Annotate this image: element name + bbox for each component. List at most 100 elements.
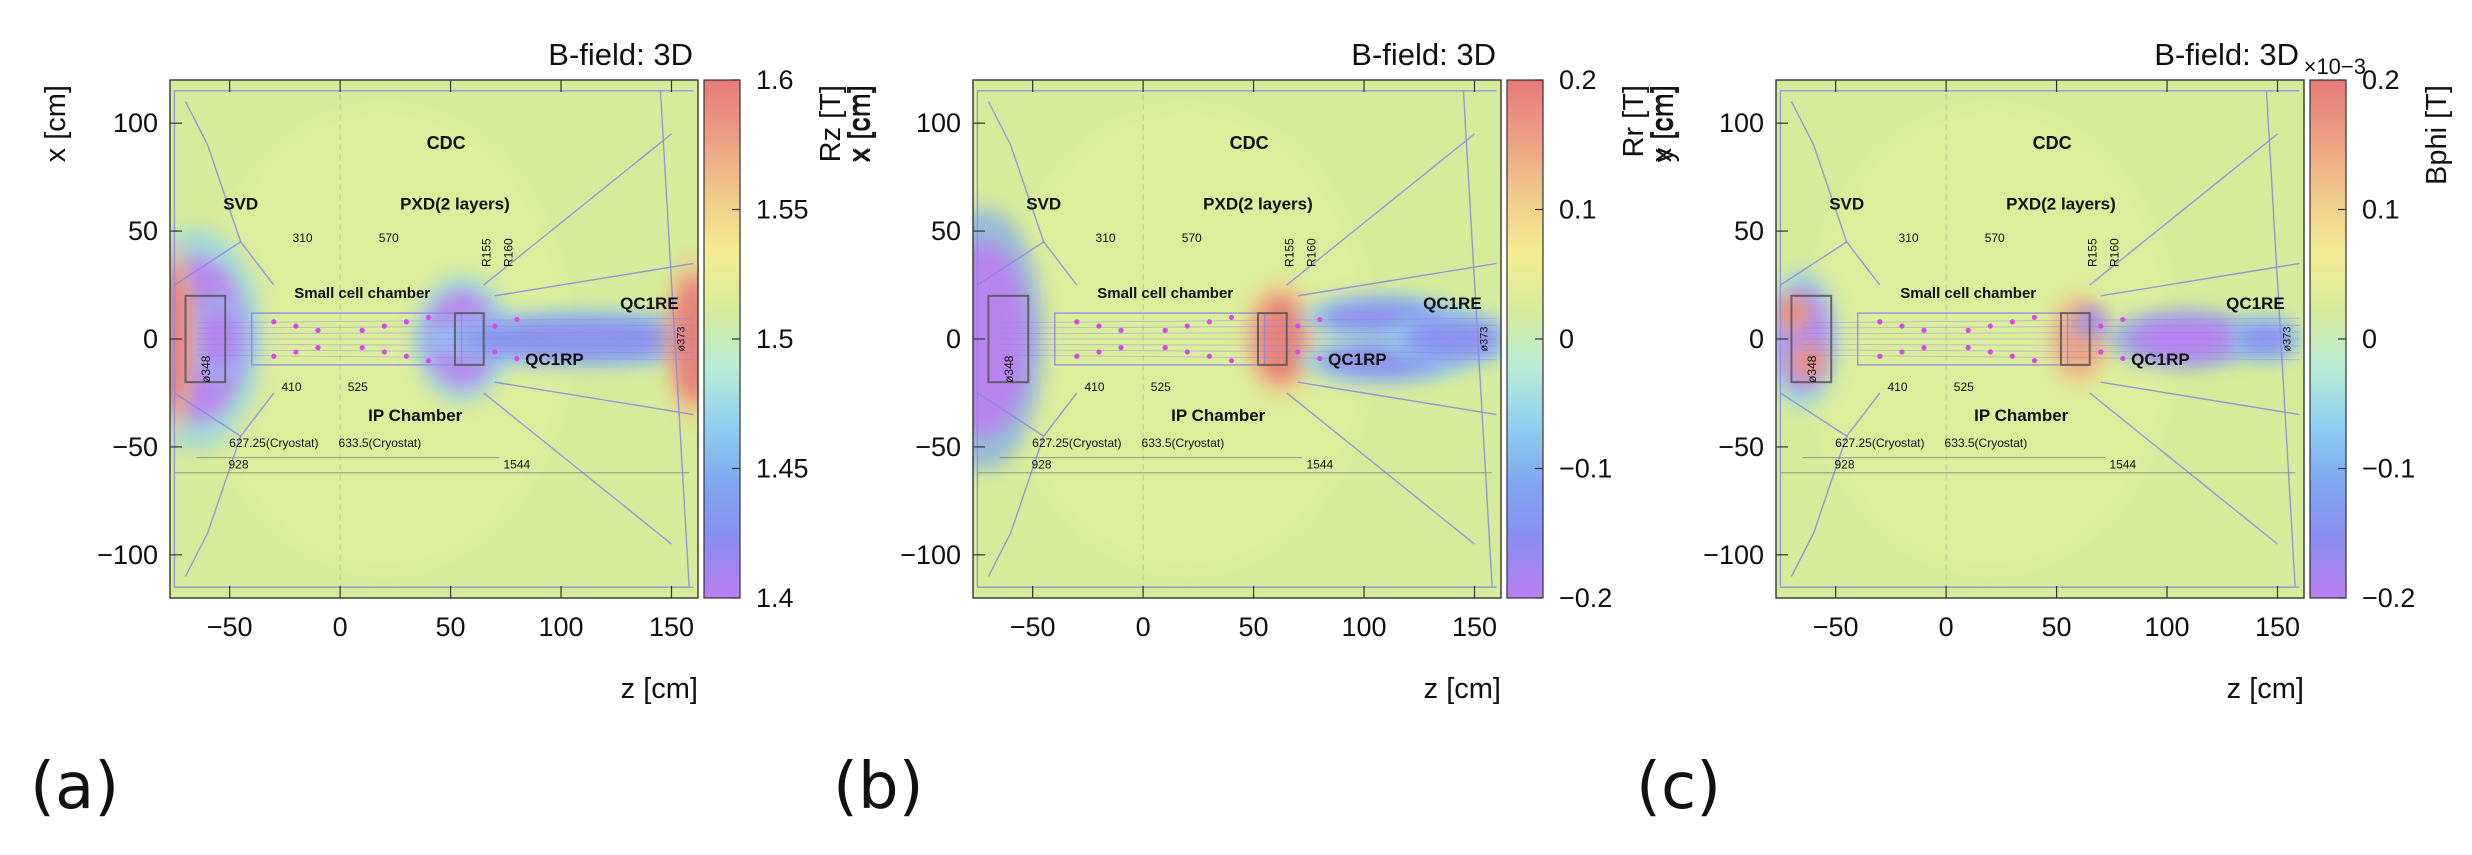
- magenta-markers: [1877, 314, 2126, 364]
- y-axis-label: x [cm]: [1646, 85, 1678, 162]
- x-axis-label: z [cm]: [621, 673, 698, 705]
- label-525: 525: [1954, 380, 1974, 394]
- left-struts: [987, 101, 1045, 577]
- outer-edge: [2266, 90, 2300, 588]
- beam-line: [1802, 324, 2300, 329]
- left-cone: [174, 240, 275, 438]
- label-qc1rp: QC1RP: [525, 350, 584, 369]
- panel-label: (c): [1636, 750, 1721, 824]
- label-cryostat-2: 633.5(Cryostat): [1142, 436, 1225, 450]
- label-570: 570: [1985, 231, 2005, 245]
- chart-panel-1: CDC SVD PXD(2 layers) Small cell chamber IP …: [30, 37, 877, 824]
- x-tick-label: 150: [649, 612, 694, 642]
- label-phi348: ø348: [199, 355, 213, 383]
- label-410: 410: [1887, 380, 1907, 394]
- x-tick-label: 50: [2042, 612, 2072, 642]
- label-phi373: ø373: [676, 326, 688, 351]
- marker: [1965, 327, 1971, 333]
- label-qc1rp: QC1RP: [2131, 350, 2190, 369]
- label-svd: SVD: [223, 195, 258, 214]
- colorbar-tick-label: −0.1: [1559, 454, 1612, 484]
- colorbar-label: Rz [T]: [815, 85, 847, 162]
- y-tick-label: 50: [128, 216, 158, 246]
- y-axis-label-overlap: x [cm]: [845, 85, 877, 162]
- y-tick-label: 50: [1734, 216, 1764, 246]
- beam-line: [1802, 343, 2300, 347]
- marker: [315, 345, 321, 351]
- y-tick-label: 0: [946, 324, 961, 354]
- right-qcs: [1256, 312, 1288, 366]
- label-r155: R155: [2085, 238, 2099, 267]
- beam-line: [196, 354, 694, 361]
- marker: [1295, 349, 1301, 355]
- field-feature: [2080, 310, 2103, 333]
- colorbar-tick-label: −0.2: [2362, 583, 2415, 613]
- marker: [1074, 319, 1080, 325]
- y-axis-label: x [cm]: [40, 85, 72, 162]
- beam-line: [196, 349, 694, 354]
- detector-outline: [1779, 90, 2300, 588]
- chart-panel-2: CDC SVD PXD(2 layers) Small cell chamber IP …: [833, 37, 1680, 824]
- y-tick-label: −100: [1703, 540, 1764, 570]
- x-tick-label: 50: [436, 612, 466, 642]
- colorbar-label: Bphi [T]: [2421, 85, 2453, 185]
- marker: [1987, 349, 1993, 355]
- dimension-lines: [977, 84, 1493, 594]
- marker: [1228, 357, 1235, 364]
- label-qc1re: QC1RE: [620, 294, 679, 313]
- marker: [514, 355, 520, 362]
- beam-line: [196, 331, 694, 335]
- marker: [2098, 323, 2104, 329]
- label-qc1re: QC1RE: [2226, 294, 2285, 313]
- marker: [2120, 355, 2126, 362]
- marker: [1877, 319, 1883, 325]
- marker: [2120, 316, 2126, 323]
- left-struts: [1790, 101, 1848, 577]
- marker: [381, 349, 387, 355]
- right-qcs: [453, 312, 485, 366]
- y-tick-label: 50: [931, 216, 961, 246]
- label-small-cell: Small cell chamber: [1097, 285, 1233, 302]
- x-tick-label: 150: [2255, 612, 2300, 642]
- marker: [381, 323, 387, 329]
- beam-line: [999, 317, 1497, 324]
- label-svd: SVD: [1026, 195, 1061, 214]
- colorbar-exponent: ×10−3: [2304, 54, 2366, 79]
- marker: [1184, 323, 1190, 329]
- colorbar-tick-label: 1.55: [756, 195, 809, 225]
- marker: [1228, 314, 1235, 321]
- y-axis-label-overlap: y [cm]: [1648, 85, 1680, 162]
- marker: [359, 345, 365, 351]
- label-pxd: PXD(2 layers): [400, 195, 510, 214]
- field-feature: [1795, 347, 1823, 374]
- label-410: 410: [281, 380, 301, 394]
- marker: [1921, 327, 1927, 333]
- marker: [425, 357, 432, 364]
- marker: [293, 323, 299, 329]
- label-r155: R155: [1282, 238, 1296, 267]
- marker: [271, 353, 277, 359]
- x-tick-label: 150: [1452, 612, 1497, 642]
- label-ip-chamber: IP Chamber: [1974, 406, 2069, 425]
- beam-line: [1802, 317, 2300, 324]
- label-pxd: PXD(2 layers): [2006, 195, 2116, 214]
- left-qcs: [987, 294, 1030, 384]
- plot-area: CDC SVD PXD(2 layers) Small cell chamber IP …: [973, 84, 1501, 594]
- marker: [403, 319, 409, 325]
- x-tick-label: −50: [1813, 612, 1859, 642]
- marker: [1162, 327, 1168, 333]
- panel-label: (a): [30, 750, 119, 824]
- dimension-lines: [174, 84, 690, 594]
- marker: [1184, 349, 1190, 355]
- outer-edge: [1463, 90, 1497, 588]
- label-ip-chamber: IP Chamber: [1171, 406, 1266, 425]
- plot-area: CDC SVD PXD(2 layers) Small cell chamber IP …: [1776, 84, 2303, 594]
- chart-title: B-field: 3D: [548, 37, 693, 72]
- marker: [1096, 323, 1102, 329]
- label-qc1rp: QC1RP: [1328, 350, 1387, 369]
- small-cell-chamber: [1054, 312, 1266, 366]
- label-small-cell: Small cell chamber: [294, 285, 430, 302]
- beam-line: [196, 324, 694, 329]
- label-phi373: ø373: [1479, 326, 1491, 351]
- marker: [271, 319, 277, 325]
